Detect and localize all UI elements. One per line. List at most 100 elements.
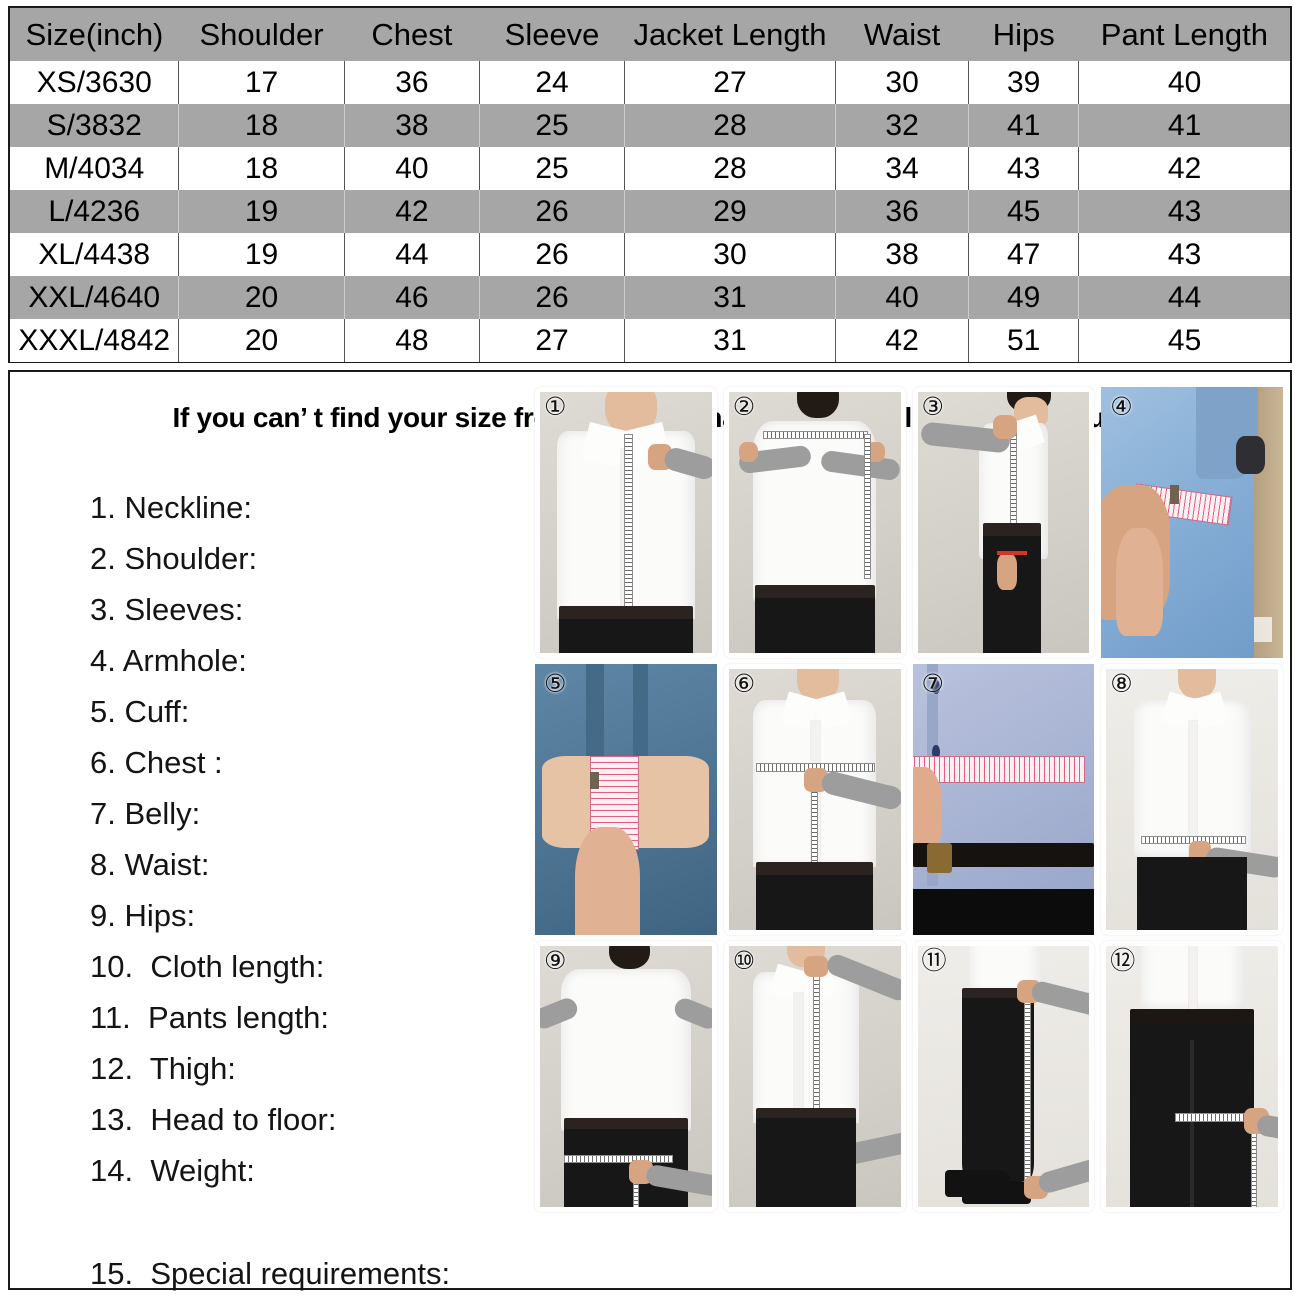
- cell-sleeve: 25: [479, 147, 625, 190]
- photo-badge-1: ①: [544, 392, 567, 421]
- cell-shoulder: 18: [178, 104, 345, 147]
- size-chart-table: Size(inch) Shoulder Chest Sleeve Jacket …: [10, 8, 1290, 362]
- column-header-size: Size(inch): [25, 17, 164, 52]
- list-item: 8. Waist:: [90, 847, 210, 882]
- cell-hips: 45: [968, 190, 1079, 233]
- list-item: 3. Sleeves:: [90, 592, 244, 627]
- photo-badge-7: ⑦: [921, 669, 944, 698]
- list-item: 7. Belly:: [90, 796, 201, 831]
- photo-armhole: ④: [1101, 387, 1283, 658]
- photo-badge-12: ⑫: [1110, 946, 1136, 975]
- column-header-chest: Chest: [371, 17, 453, 52]
- photo-belly: ⑦: [912, 664, 1095, 935]
- cell-chest: 36: [343, 61, 480, 104]
- cell-size: XL/4438: [38, 237, 151, 271]
- table-row: XXL/4640 20 46 26 31 40 49 44: [10, 276, 1290, 319]
- column-header-sleeve: Sleeve: [504, 17, 600, 52]
- cell-shoulder: 19: [178, 233, 345, 276]
- cell-shoulder: 20: [178, 276, 345, 319]
- measurement-guide-panel: If you can’ t find your size from the si…: [8, 370, 1292, 1291]
- cell-size: XXL/4640: [28, 280, 161, 314]
- photo-pants-length: ⑪: [912, 941, 1095, 1212]
- cell-sleeve: 26: [479, 276, 625, 319]
- column-header-pant-length: Pant Length: [1100, 17, 1268, 52]
- photo-neckline: ①: [535, 387, 717, 658]
- cell-shoulder: 17: [178, 61, 345, 104]
- photo-cuff: ⑤: [535, 664, 717, 935]
- cell-sleeve: 24: [479, 61, 625, 104]
- cell-sleeve: 25: [479, 104, 625, 147]
- photo-hips: ⑨: [535, 941, 717, 1212]
- photo-chest: ⑥: [723, 664, 906, 935]
- photo-badge-2: ②: [732, 392, 756, 421]
- cell-waist: 40: [835, 276, 969, 319]
- table-row: XS/3630 17 36 24 27 30 39 40: [10, 61, 1290, 104]
- list-item: 4. Armhole:: [90, 643, 247, 678]
- cell-chest: 48: [343, 319, 480, 362]
- photo-badge-8: ⑧: [1110, 669, 1133, 698]
- table-row: S/3832 18 38 25 28 32 41 41: [10, 104, 1290, 147]
- list-item: 2. Shoulder:: [90, 541, 258, 576]
- cell-size: XS/3630: [36, 65, 152, 99]
- cell-waist: 34: [835, 147, 969, 190]
- cell-hips: 39: [968, 61, 1079, 104]
- photo-badge-3: ③: [921, 392, 944, 421]
- photo-sleeves: ③: [912, 387, 1095, 658]
- cell-jacket-length: 27: [623, 61, 836, 104]
- table-header-row: Size(inch) Shoulder Chest Sleeve Jacket …: [10, 8, 1290, 61]
- cell-hips: 47: [968, 233, 1079, 276]
- column-header-hips: Hips: [992, 17, 1055, 52]
- photo-waist: ⑧: [1101, 664, 1283, 935]
- cell-chest: 44: [343, 233, 480, 276]
- column-header-waist: Waist: [863, 17, 941, 52]
- cell-chest: 38: [343, 104, 480, 147]
- photo-badge-4: ④: [1110, 392, 1133, 421]
- cell-waist: 42: [835, 319, 969, 362]
- table-row: XXXL/4842 20 48 27 31 42 51 45: [10, 319, 1290, 362]
- cell-size: XXXL/4842: [18, 323, 171, 357]
- list-item: 13. Head to floor:: [90, 1102, 337, 1137]
- list-item: 15. Special requirements:: [90, 1256, 451, 1291]
- photo-badge-11: ⑪: [921, 946, 947, 975]
- cell-shoulder: 19: [178, 190, 345, 233]
- list-item: 14. Weight:: [90, 1153, 255, 1188]
- column-header-jacket-length: Jacket Length: [633, 17, 827, 52]
- cell-jacket-length: 28: [623, 104, 836, 147]
- cell-size: S/3832: [46, 108, 142, 142]
- cell-chest: 42: [343, 190, 480, 233]
- measurement-photo-grid: ① ②: [535, 387, 1283, 1212]
- cell-jacket-length: 28: [623, 147, 836, 190]
- size-chart-table-container: Size(inch) Shoulder Chest Sleeve Jacket …: [8, 6, 1292, 363]
- cell-hips: 41: [968, 104, 1079, 147]
- cell-pant-length: 45: [1078, 319, 1290, 362]
- table-body: XS/3630 17 36 24 27 30 39 40 S/3832 18 3…: [10, 61, 1290, 362]
- cell-jacket-length: 31: [623, 276, 836, 319]
- list-item: 10. Cloth length:: [90, 949, 325, 984]
- photo-badge-5: ⑤: [544, 669, 567, 698]
- cell-pant-length: 43: [1078, 190, 1290, 233]
- cell-pant-length: 40: [1078, 61, 1290, 104]
- list-item: 6. Chest :: [90, 745, 223, 780]
- cell-shoulder: 20: [178, 319, 345, 362]
- column-header-shoulder: Shoulder: [199, 17, 324, 52]
- cell-pant-length: 42: [1078, 147, 1290, 190]
- cell-waist: 32: [835, 104, 969, 147]
- cell-sleeve: 26: [479, 190, 625, 233]
- measurement-fields-list: 1. Neckline: 2. Shoulder: 3. Sleeves: 4.…: [90, 482, 510, 1299]
- cell-size: M/4034: [44, 151, 145, 185]
- cell-pant-length: 43: [1078, 233, 1290, 276]
- cell-pant-length: 44: [1078, 276, 1290, 319]
- cell-jacket-length: 29: [623, 190, 836, 233]
- cell-chest: 46: [343, 276, 480, 319]
- cell-chest: 40: [343, 147, 480, 190]
- table-row: M/4034 18 40 25 28 34 43 42: [10, 147, 1290, 190]
- cell-waist: 36: [835, 190, 969, 233]
- table-row: XL/4438 19 44 26 30 38 47 43: [10, 233, 1290, 276]
- cell-hips: 43: [968, 147, 1079, 190]
- photo-cloth-length: ⑩: [723, 941, 906, 1212]
- cell-jacket-length: 31: [623, 319, 836, 362]
- photo-badge-9: ⑨: [544, 946, 567, 975]
- cell-hips: 49: [968, 276, 1079, 319]
- photo-shoulder: ②: [723, 387, 906, 658]
- photo-badge-10: ⑩: [732, 946, 756, 975]
